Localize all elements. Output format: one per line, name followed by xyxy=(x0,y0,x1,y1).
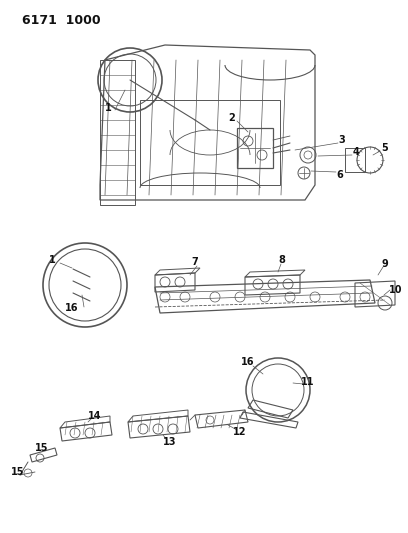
Text: 2: 2 xyxy=(228,113,235,123)
Text: 14: 14 xyxy=(88,411,102,421)
Text: 11: 11 xyxy=(301,377,315,387)
Bar xyxy=(345,148,365,172)
Text: 5: 5 xyxy=(381,143,388,153)
Text: 10: 10 xyxy=(389,285,403,295)
Text: 15: 15 xyxy=(35,443,49,453)
Text: 16: 16 xyxy=(65,303,79,313)
Text: 3: 3 xyxy=(339,135,346,145)
Text: 16: 16 xyxy=(241,357,255,367)
Text: 15: 15 xyxy=(11,467,25,477)
Text: 6: 6 xyxy=(337,170,344,180)
Bar xyxy=(237,128,273,168)
Text: 8: 8 xyxy=(279,255,286,265)
Text: 1: 1 xyxy=(104,103,111,113)
Text: 6171  1000: 6171 1000 xyxy=(22,14,101,27)
Text: 4: 4 xyxy=(353,147,359,157)
Text: 9: 9 xyxy=(381,259,388,269)
Text: 13: 13 xyxy=(163,437,177,447)
Text: 12: 12 xyxy=(233,427,247,437)
Bar xyxy=(100,60,135,205)
Text: 7: 7 xyxy=(192,257,198,267)
Text: 1: 1 xyxy=(49,255,55,265)
